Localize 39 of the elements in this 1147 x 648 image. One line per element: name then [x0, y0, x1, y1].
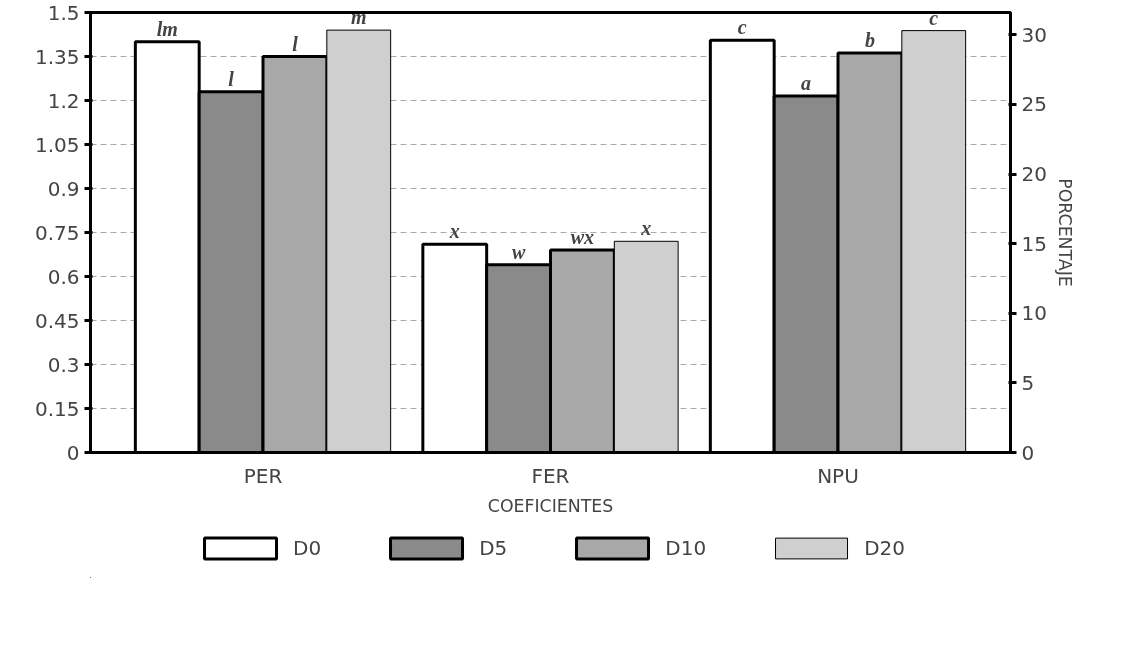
- annotation: b: [864, 28, 875, 51]
- annotation: l: [228, 67, 235, 90]
- x-tick-label: PER: [243, 463, 283, 488]
- y2-tick-label: 15: [1021, 231, 1047, 256]
- annotation: a: [801, 72, 812, 95]
- x-tick-label: NPU: [817, 463, 859, 488]
- y-tick-label: 0.45: [34, 308, 80, 333]
- y-tick-label: 0: [66, 440, 80, 465]
- annotation: l: [292, 32, 299, 55]
- legend-label: D10: [665, 536, 707, 560]
- legend-label: D0: [293, 536, 322, 560]
- y-tick-label: 1.35: [34, 44, 80, 69]
- y-tick-label: 0.6: [47, 264, 80, 289]
- y-tick-label: 0.15: [34, 396, 80, 421]
- y-tick-label: 1.05: [34, 132, 80, 157]
- y-tick-label: 1.2: [47, 88, 80, 113]
- annotation: w: [511, 240, 526, 263]
- legend-label: D20: [864, 536, 905, 560]
- y-tick-label: 1.5: [47, 0, 80, 25]
- y2-tick-label: 25: [1021, 92, 1047, 117]
- annotation: lm: [156, 17, 178, 40]
- annotation: c: [929, 6, 939, 29]
- y2-axis-title: PORCENTAJE: [1054, 178, 1075, 287]
- y-tick-label: 0.3: [47, 352, 80, 377]
- annotation: wx: [570, 226, 595, 249]
- y2-tick-label: 5: [1021, 370, 1035, 395]
- x-axis-title: COEFICIENTES: [487, 495, 614, 516]
- annotation: c: [737, 16, 747, 39]
- y2-tick-label: 0: [1021, 440, 1035, 465]
- x-tick-label: FER: [531, 463, 570, 488]
- y2-tick-label: 30: [1021, 22, 1047, 47]
- y2-tick-label: 10: [1021, 301, 1047, 326]
- annotation: x: [640, 217, 652, 240]
- annotation: x: [448, 220, 460, 243]
- annotation: m: [350, 6, 367, 29]
- y2-tick-label: 20: [1021, 162, 1047, 187]
- legend-label: D5: [479, 536, 508, 560]
- y-tick-label: 0.75: [34, 220, 80, 245]
- y-tick-label: 0.9: [47, 176, 80, 201]
